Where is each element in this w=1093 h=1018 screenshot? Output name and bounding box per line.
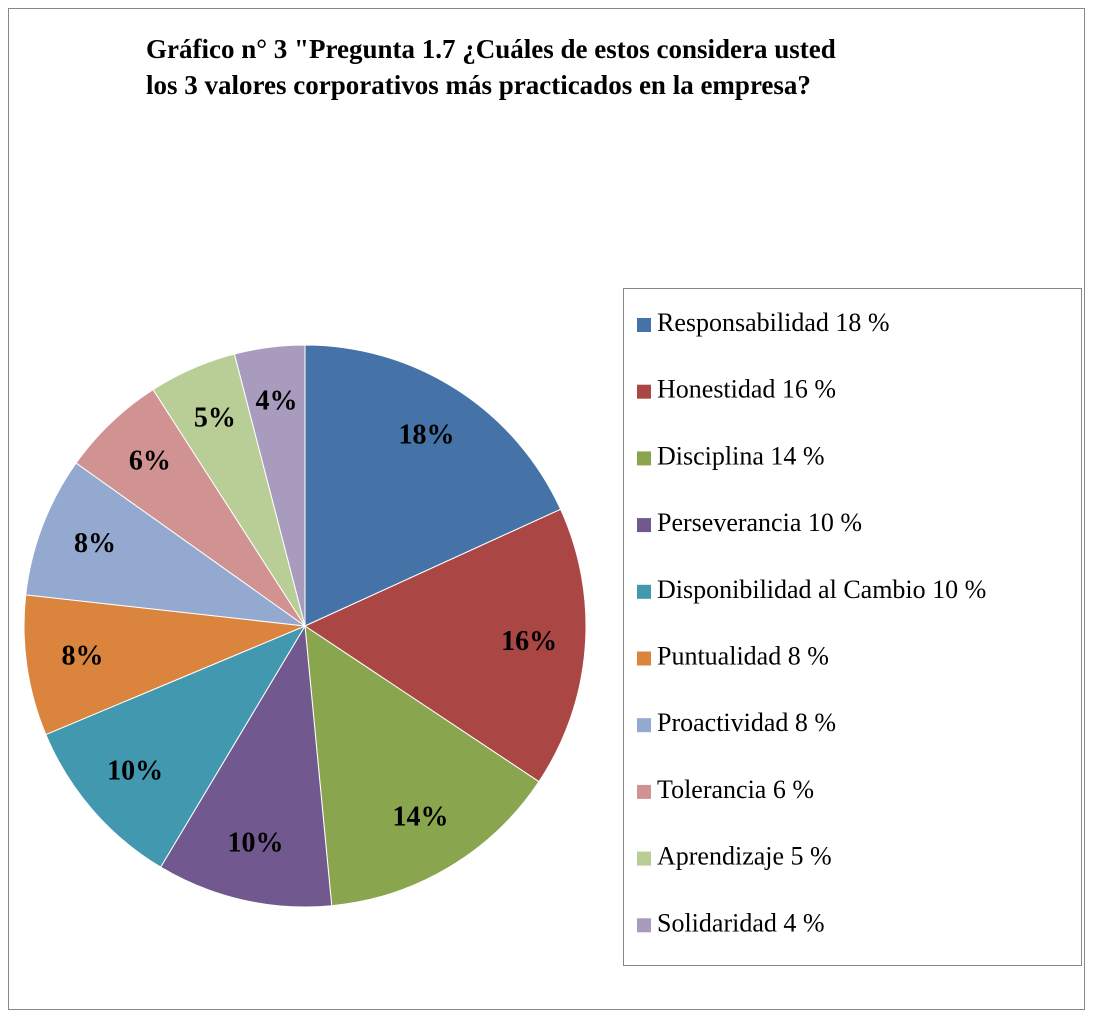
pie-slice [25,462,307,627]
legend-label: Tolerancia 6 % [657,775,814,804]
pie-slice [159,624,333,908]
data-label: 5% [194,402,236,433]
legend-swatch [637,651,651,666]
legend-swatch [637,518,651,533]
pie-slice [233,344,306,627]
data-label: 6% [129,446,171,477]
legend-label: Honestidad 16 % [657,375,836,404]
legend-swatch [637,918,651,933]
data-label: 10% [227,828,283,859]
pie-slice [303,508,587,783]
chart-title: los 3 valores corporativos más practicad… [146,70,811,100]
pie-slice [304,625,540,907]
legend-swatch [637,784,651,799]
data-label: 4% [256,385,298,416]
legend-label: Perseverancia 10 % [657,508,862,537]
legend-swatch [637,384,651,399]
legend-label: Responsabilidad 18 % [657,308,890,337]
data-label: 16% [501,626,557,657]
legend-label: Disciplina 14 % [657,441,825,470]
pie-slice [45,624,307,868]
legend-swatch [637,318,651,332]
data-label: 14% [392,801,448,832]
legend-swatch [637,851,651,866]
legend-swatch [637,451,651,466]
chart-title: Gráfico n° 3 "Pregunta 1.7 ¿Cuáles de es… [146,34,836,64]
legend-swatch [637,584,651,599]
data-label: 10% [107,756,163,787]
data-label: 8% [74,528,116,559]
data-label: 8% [61,640,103,671]
legend-box [623,288,1082,966]
legend-label: Proactividad 8 % [657,708,836,737]
pie-slice [23,594,307,736]
data-label: 18% [399,419,455,450]
pie-slice [304,344,562,627]
legend-label: Aprendizaje 5 % [657,842,832,871]
legend-label: Puntualidad 8 % [657,641,829,670]
legend-label: Disponibilidad al Cambio 10 % [657,575,986,604]
legend-label: Solidaridad 4 % [657,908,825,937]
legend-swatch [637,718,651,733]
